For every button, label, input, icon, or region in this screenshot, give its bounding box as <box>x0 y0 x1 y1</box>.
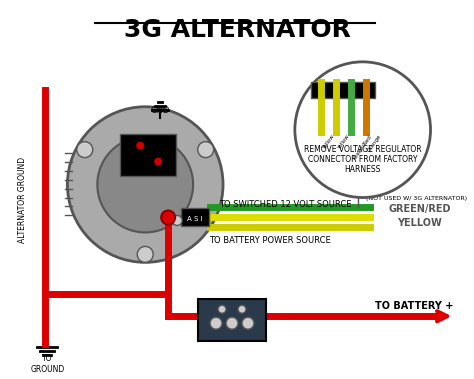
Circle shape <box>210 317 222 329</box>
FancyBboxPatch shape <box>198 299 266 341</box>
Circle shape <box>218 305 226 313</box>
FancyBboxPatch shape <box>181 208 209 226</box>
Circle shape <box>67 107 223 262</box>
Circle shape <box>198 142 214 158</box>
Circle shape <box>77 142 93 158</box>
Circle shape <box>242 317 254 329</box>
Text: (NOT USED W/ 3G ALTERNATOR): (NOT USED W/ 3G ALTERNATOR) <box>366 196 467 200</box>
Text: Yellow: Yellow <box>337 134 350 150</box>
Text: Green/Red: Green/Red <box>352 134 373 160</box>
Circle shape <box>226 317 238 329</box>
FancyBboxPatch shape <box>120 134 176 175</box>
Text: A S I: A S I <box>187 216 203 222</box>
Text: REMOVE VOLTAGE REGULATOR
CONNECTOR FROM FACTORY
HARNESS: REMOVE VOLTAGE REGULATOR CONNECTOR FROM … <box>304 145 421 174</box>
FancyBboxPatch shape <box>311 82 374 98</box>
Circle shape <box>97 137 193 232</box>
Circle shape <box>154 158 162 166</box>
Text: Orange: Orange <box>367 134 383 153</box>
Text: 3G ALTERNATOR: 3G ALTERNATOR <box>124 18 350 42</box>
Circle shape <box>136 142 144 150</box>
Text: GREEN/RED: GREEN/RED <box>388 205 451 215</box>
Circle shape <box>161 210 175 224</box>
Circle shape <box>295 62 430 197</box>
Text: TO
GROUND: TO GROUND <box>30 354 64 374</box>
Text: TO BATTERY POWER SOURCE: TO BATTERY POWER SOURCE <box>209 236 331 246</box>
Text: TO BATTERY +: TO BATTERY + <box>375 301 454 311</box>
Circle shape <box>172 216 182 226</box>
Text: Yellow: Yellow <box>322 134 336 150</box>
Text: GND: GND <box>151 106 170 115</box>
Circle shape <box>137 246 153 262</box>
Text: YELLOW: YELLOW <box>397 218 442 229</box>
Text: ALTERNATOR GROUND: ALTERNATOR GROUND <box>18 157 27 243</box>
Text: TO SWITCHED 12 VOLT SOURCE: TO SWITCHED 12 VOLT SOURCE <box>219 199 351 208</box>
Circle shape <box>238 305 246 313</box>
